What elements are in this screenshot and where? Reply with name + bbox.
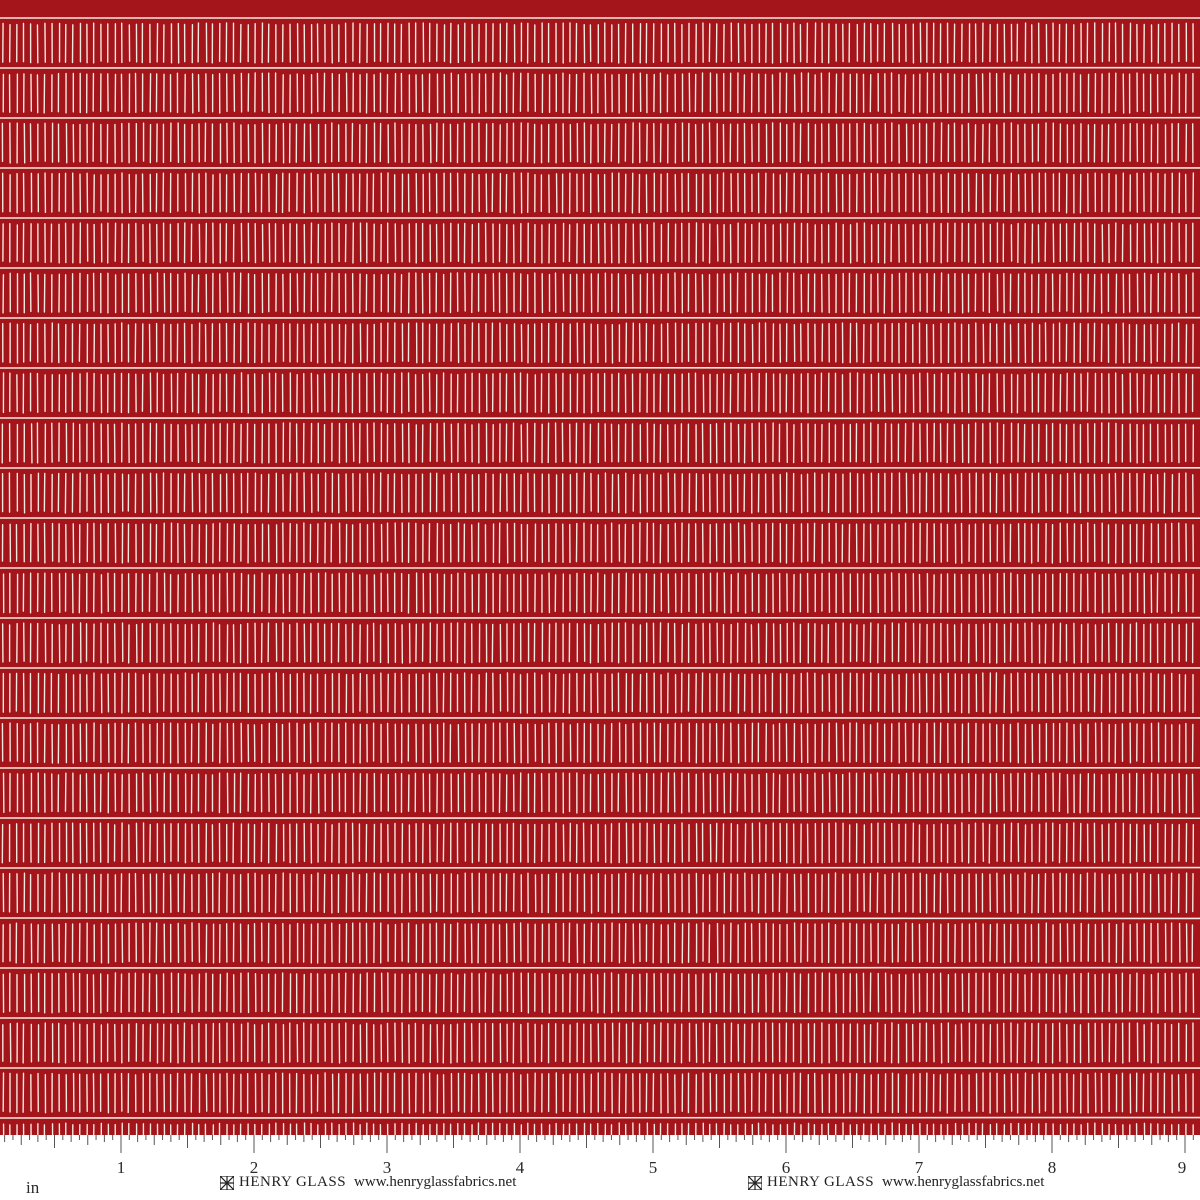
- ruler-number-5: 5: [648, 1158, 658, 1177]
- ruler-number-3: 3: [382, 1158, 392, 1177]
- brand-block-left: HENRY GLASS www.henryglassfabrics.net: [220, 1175, 516, 1190]
- ruler-number-8: 8: [1047, 1158, 1057, 1177]
- henry-glass-logo-icon: [748, 1175, 762, 1190]
- ruler-number-9: 9: [1177, 1158, 1187, 1177]
- ruler-number-4: 4: [515, 1158, 525, 1177]
- ruler-number-1: 1: [116, 1158, 126, 1177]
- ruler-unit-label: in: [26, 1178, 40, 1197]
- ruler-number-6: 6: [781, 1158, 791, 1177]
- brand-url: www.henryglassfabrics.net: [354, 1174, 517, 1190]
- brand-name: HENRY GLASS: [239, 1174, 347, 1190]
- brand-block-right: HENRY GLASS www.henryglassfabrics.net: [748, 1175, 1044, 1190]
- brand-name: HENRY GLASS: [767, 1174, 875, 1190]
- fabric-swatch: [0, 0, 1200, 1164]
- brand-url: www.henryglassfabrics.net: [882, 1174, 1045, 1190]
- henry-glass-logo-icon: [220, 1175, 234, 1190]
- ruler-ticks: [4, 1135, 1194, 1153]
- stripe-pattern: [0, 17, 1200, 1164]
- ruler-number-2: 2: [249, 1158, 259, 1177]
- selvage-ruler: 1 2 3 4 5 6 7 8 9 in HENRY GLASS www.hen…: [0, 1135, 1200, 1200]
- ruler-number-7: 7: [914, 1158, 924, 1177]
